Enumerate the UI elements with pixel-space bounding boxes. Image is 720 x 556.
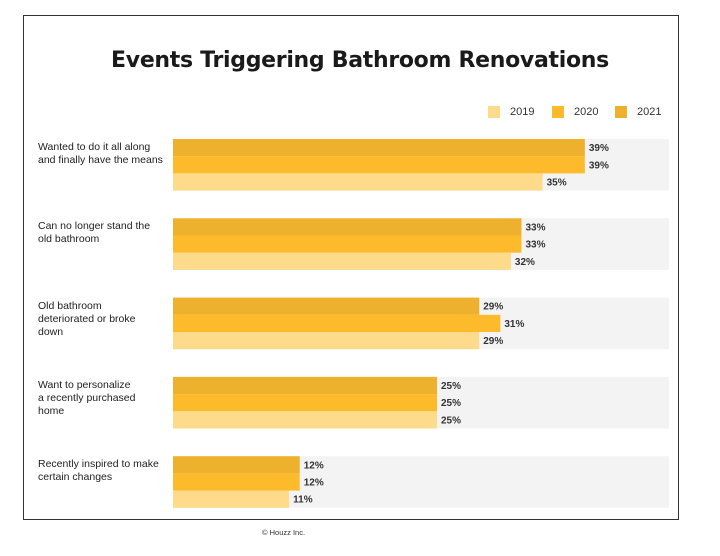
category-label-line: and finally have the means <box>38 154 163 166</box>
bar-2021 <box>173 297 480 315</box>
data-label-2021: 33% <box>525 222 545 233</box>
category-label: Recently inspired to make certain changes <box>38 458 168 484</box>
data-label-2019: 25% <box>441 415 461 426</box>
data-label-2020: 25% <box>441 398 461 409</box>
data-label-2019: 11% <box>293 495 313 506</box>
bar-2019 <box>173 252 511 270</box>
bar-2021 <box>173 139 585 157</box>
category-label-line: old bathroom <box>38 233 100 246</box>
data-label-2020: 31% <box>504 319 524 330</box>
data-label-2021: 12% <box>304 460 324 471</box>
chart-title: Events Triggering Bathroom Renovations <box>111 48 609 73</box>
category-label-line: Old bathroom <box>38 299 102 312</box>
category-label-line: deteriorated or broke <box>38 312 136 325</box>
category-label-line: Wanted to do it all along <box>38 141 151 153</box>
category-label-line: a recently purchased <box>38 391 136 404</box>
legend-label-2021: 2021 <box>637 106 662 118</box>
data-label-2021: 39% <box>589 143 609 154</box>
bar-2021 <box>173 456 300 474</box>
data-label-2021: 29% <box>483 302 503 313</box>
category-label-line: certain changes <box>38 471 113 484</box>
legend-item-2021: 2021 <box>615 106 661 118</box>
bar-2020 <box>173 394 437 412</box>
bar-2021 <box>173 376 437 395</box>
category-label: Old bathroom deteriorated or broke down <box>38 300 168 339</box>
chart-frame <box>23 15 679 520</box>
bar-2020 <box>173 314 501 332</box>
data-label-2019: 32% <box>515 257 535 268</box>
bar-2019 <box>173 332 480 350</box>
category-label: Wanted to do it all along and finally hav… <box>38 141 168 167</box>
legend-swatch-2021 <box>615 106 627 118</box>
bar-2020 <box>173 473 300 491</box>
bar-2020 <box>173 156 585 174</box>
category-label-line: Can no longer stand the <box>38 220 151 233</box>
data-label-2020: 12% <box>304 478 324 489</box>
legend-label-2019: 2019 <box>510 106 535 118</box>
data-label-2020: 39% <box>589 160 609 171</box>
legend-item-2020: 2020 <box>552 106 598 118</box>
data-label-2020: 33% <box>525 240 545 251</box>
copyright-text: © Houzz Inc. <box>262 528 306 537</box>
data-label-2019: 29% <box>483 336 503 347</box>
category-label: Want to personalize a recently purchased h… <box>38 379 168 418</box>
bar-2020 <box>173 235 522 253</box>
data-label-2021: 25% <box>441 381 461 392</box>
legend-swatch-2019 <box>488 106 500 118</box>
category-label-line: down <box>38 325 64 338</box>
category-label-line: Want to personalize <box>38 378 131 391</box>
legend-label-2020: 2020 <box>574 106 599 118</box>
bar-2019 <box>173 411 437 429</box>
category-label-line: home <box>38 404 65 417</box>
chart-legend: 2019 2020 2021 <box>0 106 720 122</box>
bar-2019 <box>173 173 543 191</box>
bar-2021 <box>173 218 522 236</box>
legend-swatch-2020 <box>552 106 564 118</box>
bar-2019 <box>173 490 290 508</box>
data-label-2019: 35% <box>547 178 567 189</box>
legend-item-2019: 2019 <box>488 106 534 118</box>
category-label: Can no longer stand the old bathroom <box>38 220 168 246</box>
category-label-line: Recently inspired to make <box>38 458 159 471</box>
